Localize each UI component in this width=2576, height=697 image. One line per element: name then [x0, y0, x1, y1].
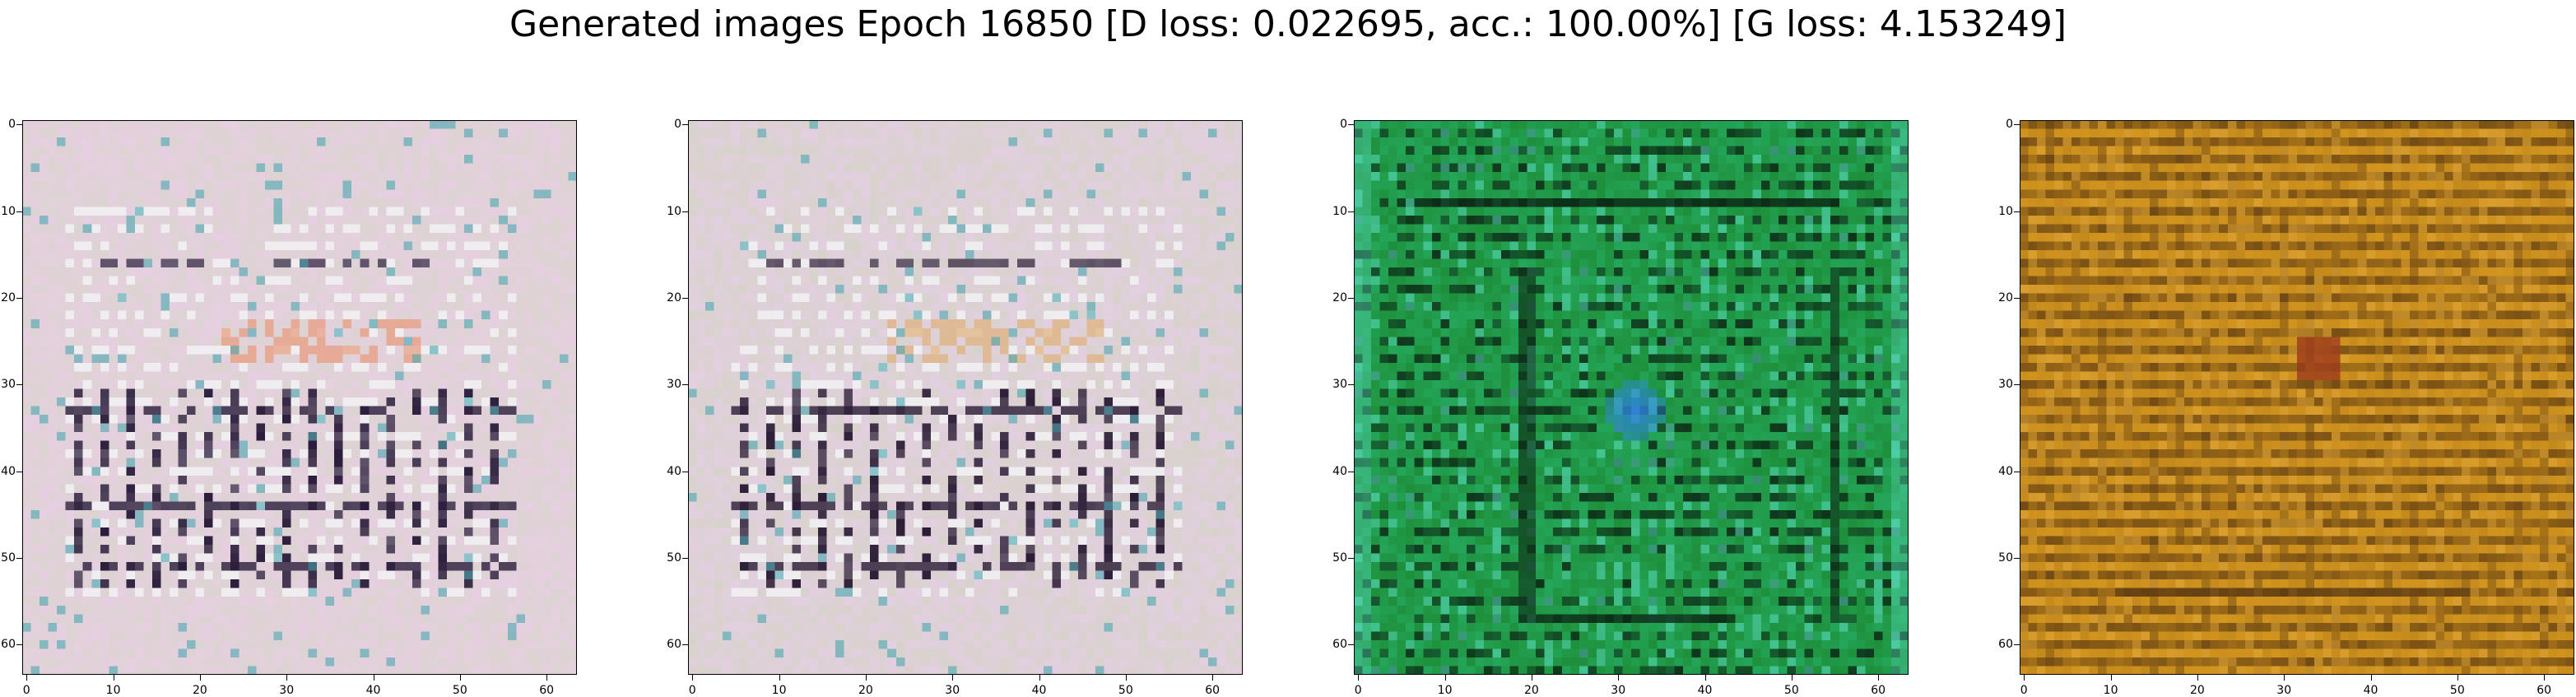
y-tick-label: 30: [1998, 378, 2013, 391]
x-tick: [692, 675, 693, 681]
x-tick: [866, 675, 867, 681]
y-tick: [2014, 211, 2020, 212]
y-tick: [1348, 558, 1354, 559]
x-tick: [2544, 675, 2545, 681]
axes-frame: [22, 120, 577, 675]
y-tick: [682, 384, 688, 385]
x-tick: [1705, 675, 1706, 681]
y-tick: [16, 211, 22, 212]
x-tick: [2371, 675, 2372, 681]
x-tick: [1212, 675, 1213, 681]
x-tick: [2197, 675, 2198, 681]
y-tick: [682, 298, 688, 299]
y-tick-label: 10: [667, 205, 681, 218]
y-tick-label: 20: [1332, 291, 1347, 304]
y-tick-label: 10: [1332, 205, 1347, 218]
y-tick-label: 60: [667, 638, 681, 651]
y-tick-label: 30: [667, 378, 681, 391]
y-tick: [682, 558, 688, 559]
generated-image-panel-1: 0 10 20 30 40 50 60 0 10 20 30 40 50 60: [22, 120, 577, 675]
y-tick: [682, 211, 688, 212]
y-tick: [1348, 644, 1354, 645]
y-tick: [16, 298, 22, 299]
generated-image-panel-2: 0 10 20 30 40 50 60 0 10 20 30 40 50 60: [688, 120, 1243, 675]
x-tick: [286, 675, 287, 681]
y-tick-label: 10: [1998, 205, 2013, 218]
y-tick-label: 50: [1, 551, 16, 565]
axes-frame: [2020, 120, 2574, 675]
x-tick: [546, 675, 547, 681]
y-tick: [2014, 298, 2020, 299]
x-tick: [1126, 675, 1127, 681]
y-tick: [16, 384, 22, 385]
x-tick: [1445, 675, 1446, 681]
y-tick: [1348, 124, 1354, 125]
y-tick-label: 60: [1332, 638, 1347, 651]
y-tick-label: 20: [667, 291, 681, 304]
axes-frame: [688, 120, 1243, 675]
x-tick: [2024, 675, 2025, 681]
axes-frame: [1354, 120, 1909, 675]
y-tick-label: 30: [1332, 378, 1347, 391]
y-tick: [2014, 558, 2020, 559]
x-tick: [1878, 675, 1879, 681]
figure-title: Generated images Epoch 16850 [D loss: 0.…: [0, 3, 2576, 45]
y-tick-label: 60: [1998, 638, 2013, 651]
y-tick: [16, 124, 22, 125]
x-tick: [200, 675, 201, 681]
x-tick: [2111, 675, 2112, 681]
y-tick-label: 30: [1, 378, 16, 391]
y-tick-label: 40: [667, 465, 681, 478]
y-tick-label: 40: [1998, 465, 2013, 478]
x-tick: [460, 675, 461, 681]
y-tick: [1348, 298, 1354, 299]
x-tick: [779, 675, 780, 681]
y-tick-label: 10: [1, 205, 16, 218]
y-tick-label: 20: [1, 291, 16, 304]
x-tick: [1039, 675, 1040, 681]
y-tick: [1348, 384, 1354, 385]
y-tick-label: 40: [1, 465, 16, 478]
y-tick: [16, 644, 22, 645]
y-tick: [2014, 384, 2020, 385]
y-tick-label: 0: [1340, 118, 1347, 131]
generated-image-panel-4: 0 10 20 30 40 50 60 0 10 20 30 40 50 60: [2020, 120, 2574, 675]
x-tick: [952, 675, 953, 681]
x-tick: [1618, 675, 1619, 681]
y-tick-label: 0: [2006, 118, 2013, 131]
y-tick-label: 60: [1, 638, 16, 651]
y-tick: [1348, 211, 1354, 212]
x-tick: [2284, 675, 2285, 681]
y-tick-label: 20: [1998, 291, 2013, 304]
x-tick: [26, 675, 27, 681]
y-tick-label: 0: [8, 118, 16, 131]
x-tick: [1792, 675, 1793, 681]
y-tick: [2014, 644, 2020, 645]
y-tick: [682, 124, 688, 125]
y-tick: [682, 644, 688, 645]
y-tick: [16, 558, 22, 559]
x-tick: [1358, 675, 1359, 681]
y-tick-label: 50: [1332, 551, 1347, 565]
y-tick-label: 50: [1998, 551, 2013, 565]
y-tick: [2014, 124, 2020, 125]
y-tick-label: 50: [667, 551, 681, 565]
y-tick-label: 40: [1332, 465, 1347, 478]
generated-image-panel-3: 0 10 20 30 40 50 60 0 10 20 30 40 50 60: [1354, 120, 1909, 675]
x-tick: [2457, 675, 2458, 681]
y-tick-label: 0: [674, 118, 681, 131]
